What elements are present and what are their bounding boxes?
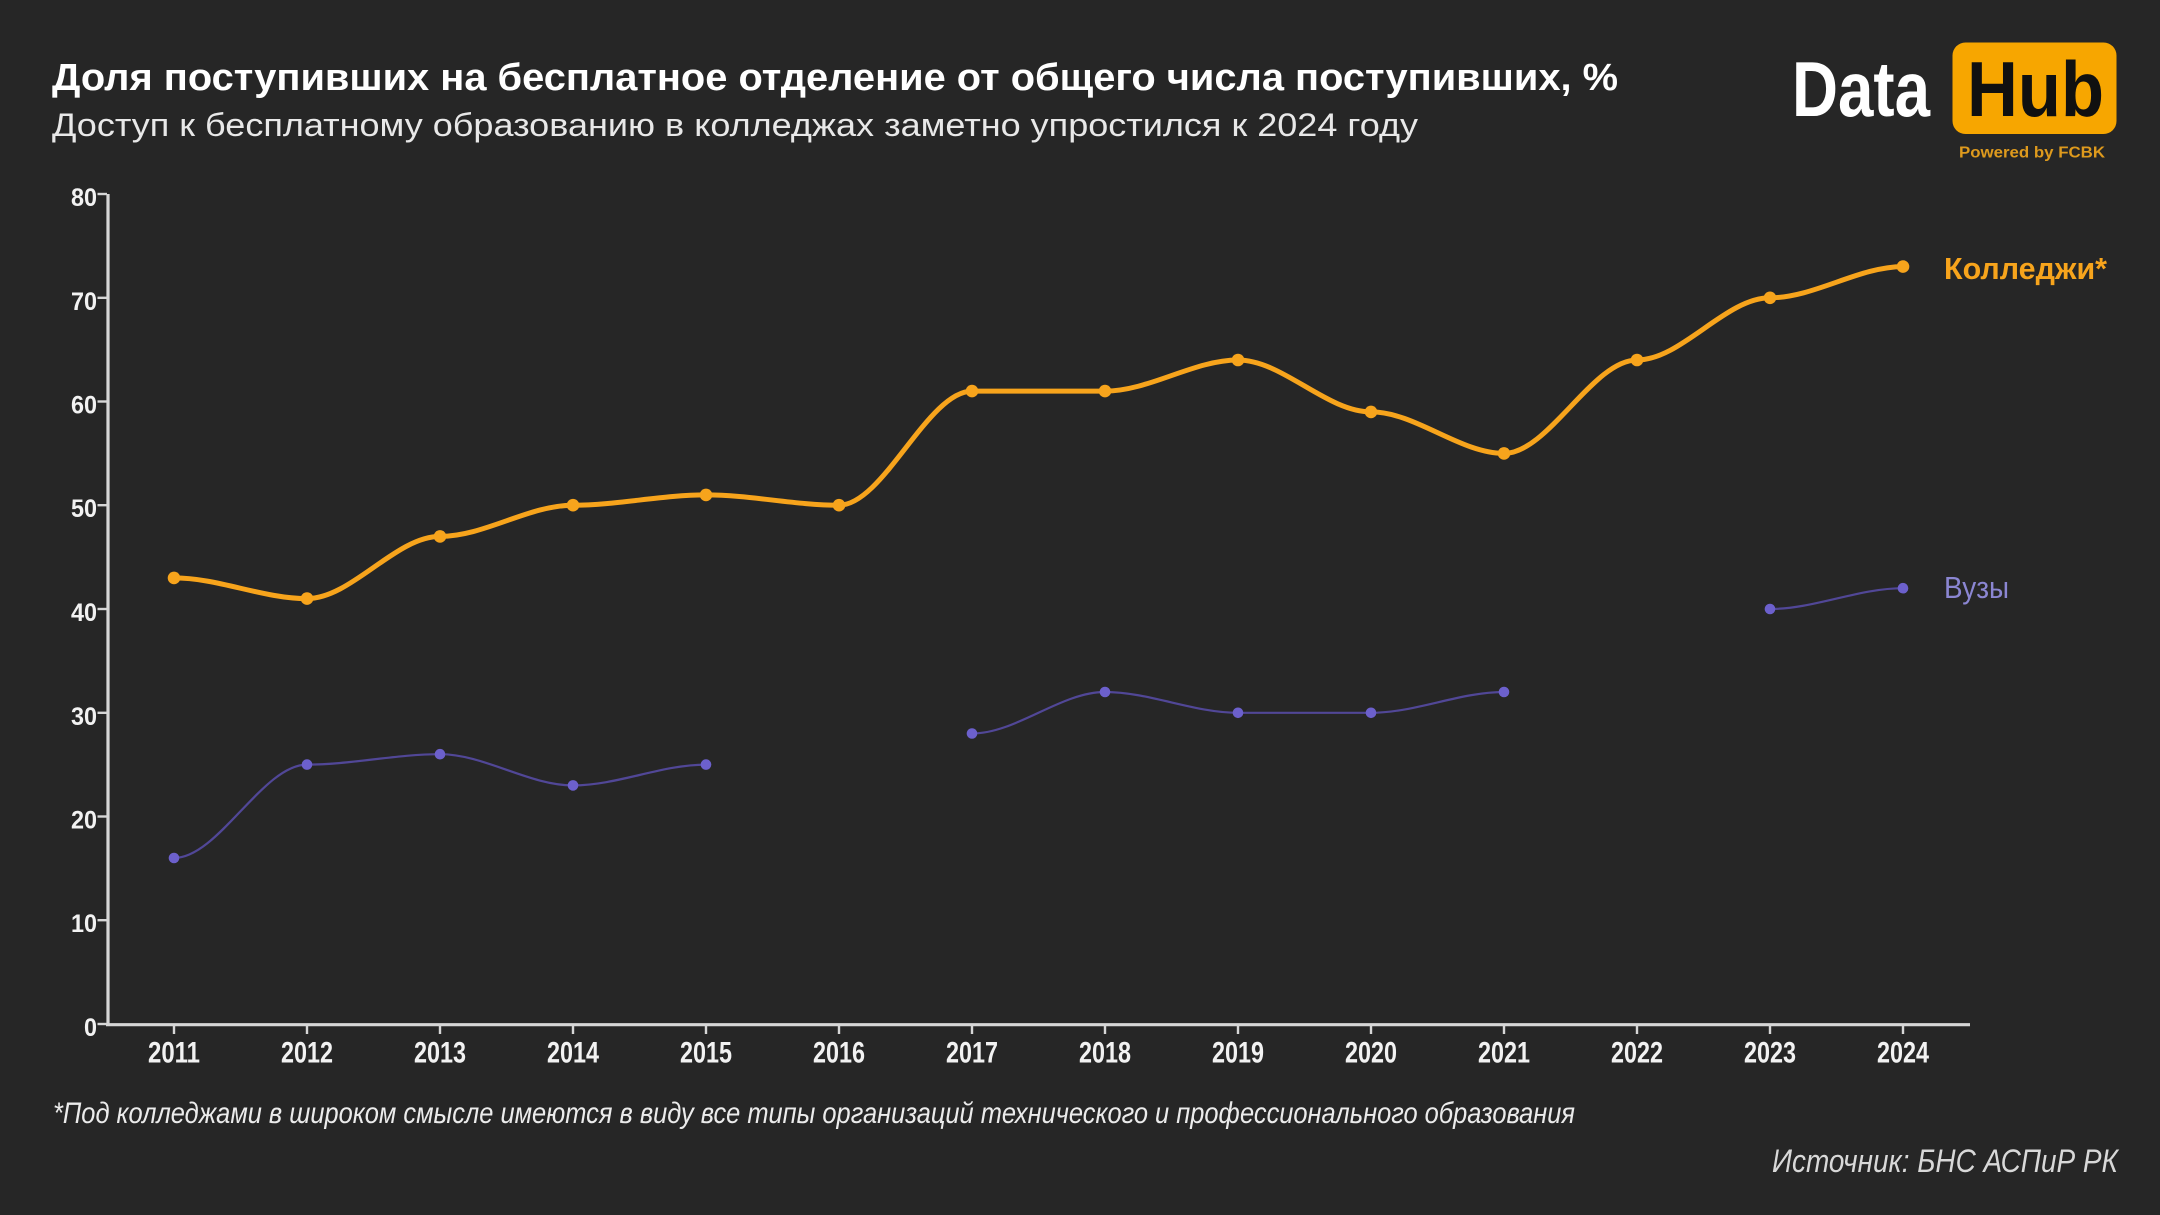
svg-text:2022: 2022 [1611,1037,1663,1070]
svg-text:Hub: Hub [1967,45,2104,133]
svg-text:*Под колледжами в широком смыс: *Под колледжами в широком смысле имеются… [53,1097,1575,1130]
svg-text:30: 30 [71,703,97,731]
svg-text:Вузы: Вузы [1944,570,2009,605]
svg-text:2015: 2015 [680,1037,732,1070]
svg-text:Доступ к бесплатному образован: Доступ к бесплатному образованию в колле… [52,107,1418,143]
svg-text:Доля поступивших на бесплатное: Доля поступивших на бесплатное отделение… [52,57,1618,99]
svg-text:10: 10 [71,910,97,938]
svg-text:2013: 2013 [414,1037,466,1070]
svg-text:2019: 2019 [1212,1037,1264,1070]
svg-text:2023: 2023 [1744,1037,1796,1070]
svg-text:2014: 2014 [547,1037,599,1070]
svg-text:Powered by FCBK: Powered by FCBK [1959,145,2105,162]
svg-text:2024: 2024 [1877,1037,1929,1070]
svg-text:20: 20 [71,807,97,835]
svg-text:2012: 2012 [281,1037,333,1070]
svg-text:80: 80 [71,184,97,212]
svg-text:Источник: БНС АСПиР РК: Источник: БНС АСПиР РК [1772,1143,2120,1179]
svg-text:40: 40 [71,599,97,627]
svg-text:Колледжи*: Колледжи* [1944,251,2108,286]
svg-text:50: 50 [71,495,97,523]
svg-text:2017: 2017 [946,1037,998,1070]
svg-text:Data: Data [1792,45,1930,133]
svg-text:2021: 2021 [1478,1037,1530,1070]
svg-text:2016: 2016 [813,1037,865,1070]
svg-text:2020: 2020 [1345,1037,1397,1070]
svg-text:2018: 2018 [1079,1037,1131,1070]
svg-text:60: 60 [71,392,97,420]
svg-text:2011: 2011 [148,1037,200,1070]
svg-text:70: 70 [71,288,97,316]
svg-text:0: 0 [84,1014,97,1042]
